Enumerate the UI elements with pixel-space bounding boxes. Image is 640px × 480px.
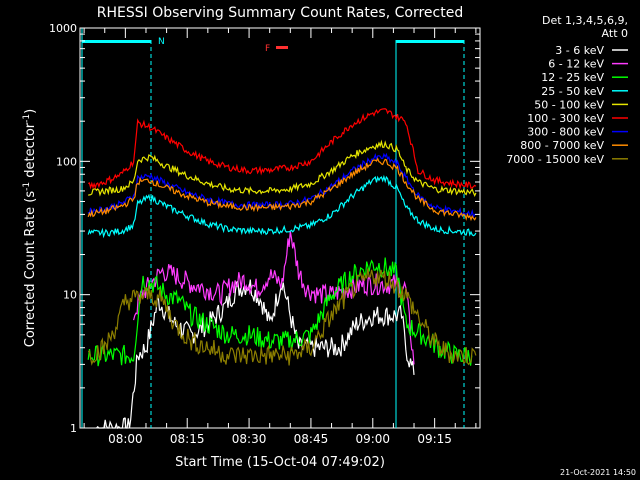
x-tick-label: 08:30 (232, 432, 267, 446)
x-tick-label: 08:45 (294, 432, 329, 446)
legend-header-2: Att 0 (602, 27, 628, 40)
x-tick-label: 09:15 (417, 432, 452, 446)
chart-title: RHESSI Observing Summary Count Rates, Co… (97, 5, 463, 21)
x-tick-label: 09:00 (355, 432, 390, 446)
y-axis-label: Corrected Count Rate (s-1 detector-1) (22, 109, 38, 347)
series-layer (87, 108, 477, 430)
y-tick-label: 1000 (49, 22, 77, 35)
series-line-7 (87, 157, 477, 222)
y-tick-label: 10 (63, 289, 77, 302)
series-line-2 (87, 257, 473, 367)
legend-label: 50 - 100 keV (534, 98, 604, 111)
legend-label: 12 - 25 keV (541, 71, 604, 84)
night-marker-label: N (158, 37, 165, 47)
axes: 1 10 100 1000 08:00 08:15 08:30 08:45 09:00 09:15 (49, 22, 480, 446)
x-axis-label: Start Time (15-Oct-04 07:49:02) (175, 455, 385, 470)
flare-marker-label: F (265, 44, 270, 54)
series-line-1 (133, 231, 415, 365)
legend-label: 800 - 7000 keV (520, 139, 604, 152)
series-line-0 (96, 279, 415, 430)
marker-bar-1 (396, 40, 464, 43)
series-line-5 (87, 108, 477, 190)
plot-frame (79, 27, 481, 429)
series-line-4 (88, 139, 477, 197)
legend-label: 25 - 50 keV (541, 85, 604, 98)
y-tick-label: 100 (56, 155, 77, 168)
timestamp: 21-Oct-2021 14:50 (560, 468, 636, 477)
legend-label: 7000 - 15000 keV (506, 153, 604, 166)
series-line-8 (87, 268, 477, 366)
legend-header-1: Det 1,3,4,5,6,9, (542, 14, 628, 27)
x-tick-label: 08:00 (108, 432, 143, 446)
series-line-3 (87, 174, 477, 239)
observing-markers (81, 28, 465, 428)
legend-label: 100 - 300 keV (527, 112, 604, 125)
legend-label: 3 - 6 keV (555, 44, 604, 57)
legend-label: 300 - 800 keV (527, 126, 604, 139)
x-tick-label: 08:15 (170, 432, 205, 446)
flare-marker-bar (276, 46, 288, 49)
y-tick-label: 1 (70, 422, 77, 435)
legend-label: 6 - 12 keV (548, 58, 604, 71)
marker-bar-0 (82, 40, 151, 43)
